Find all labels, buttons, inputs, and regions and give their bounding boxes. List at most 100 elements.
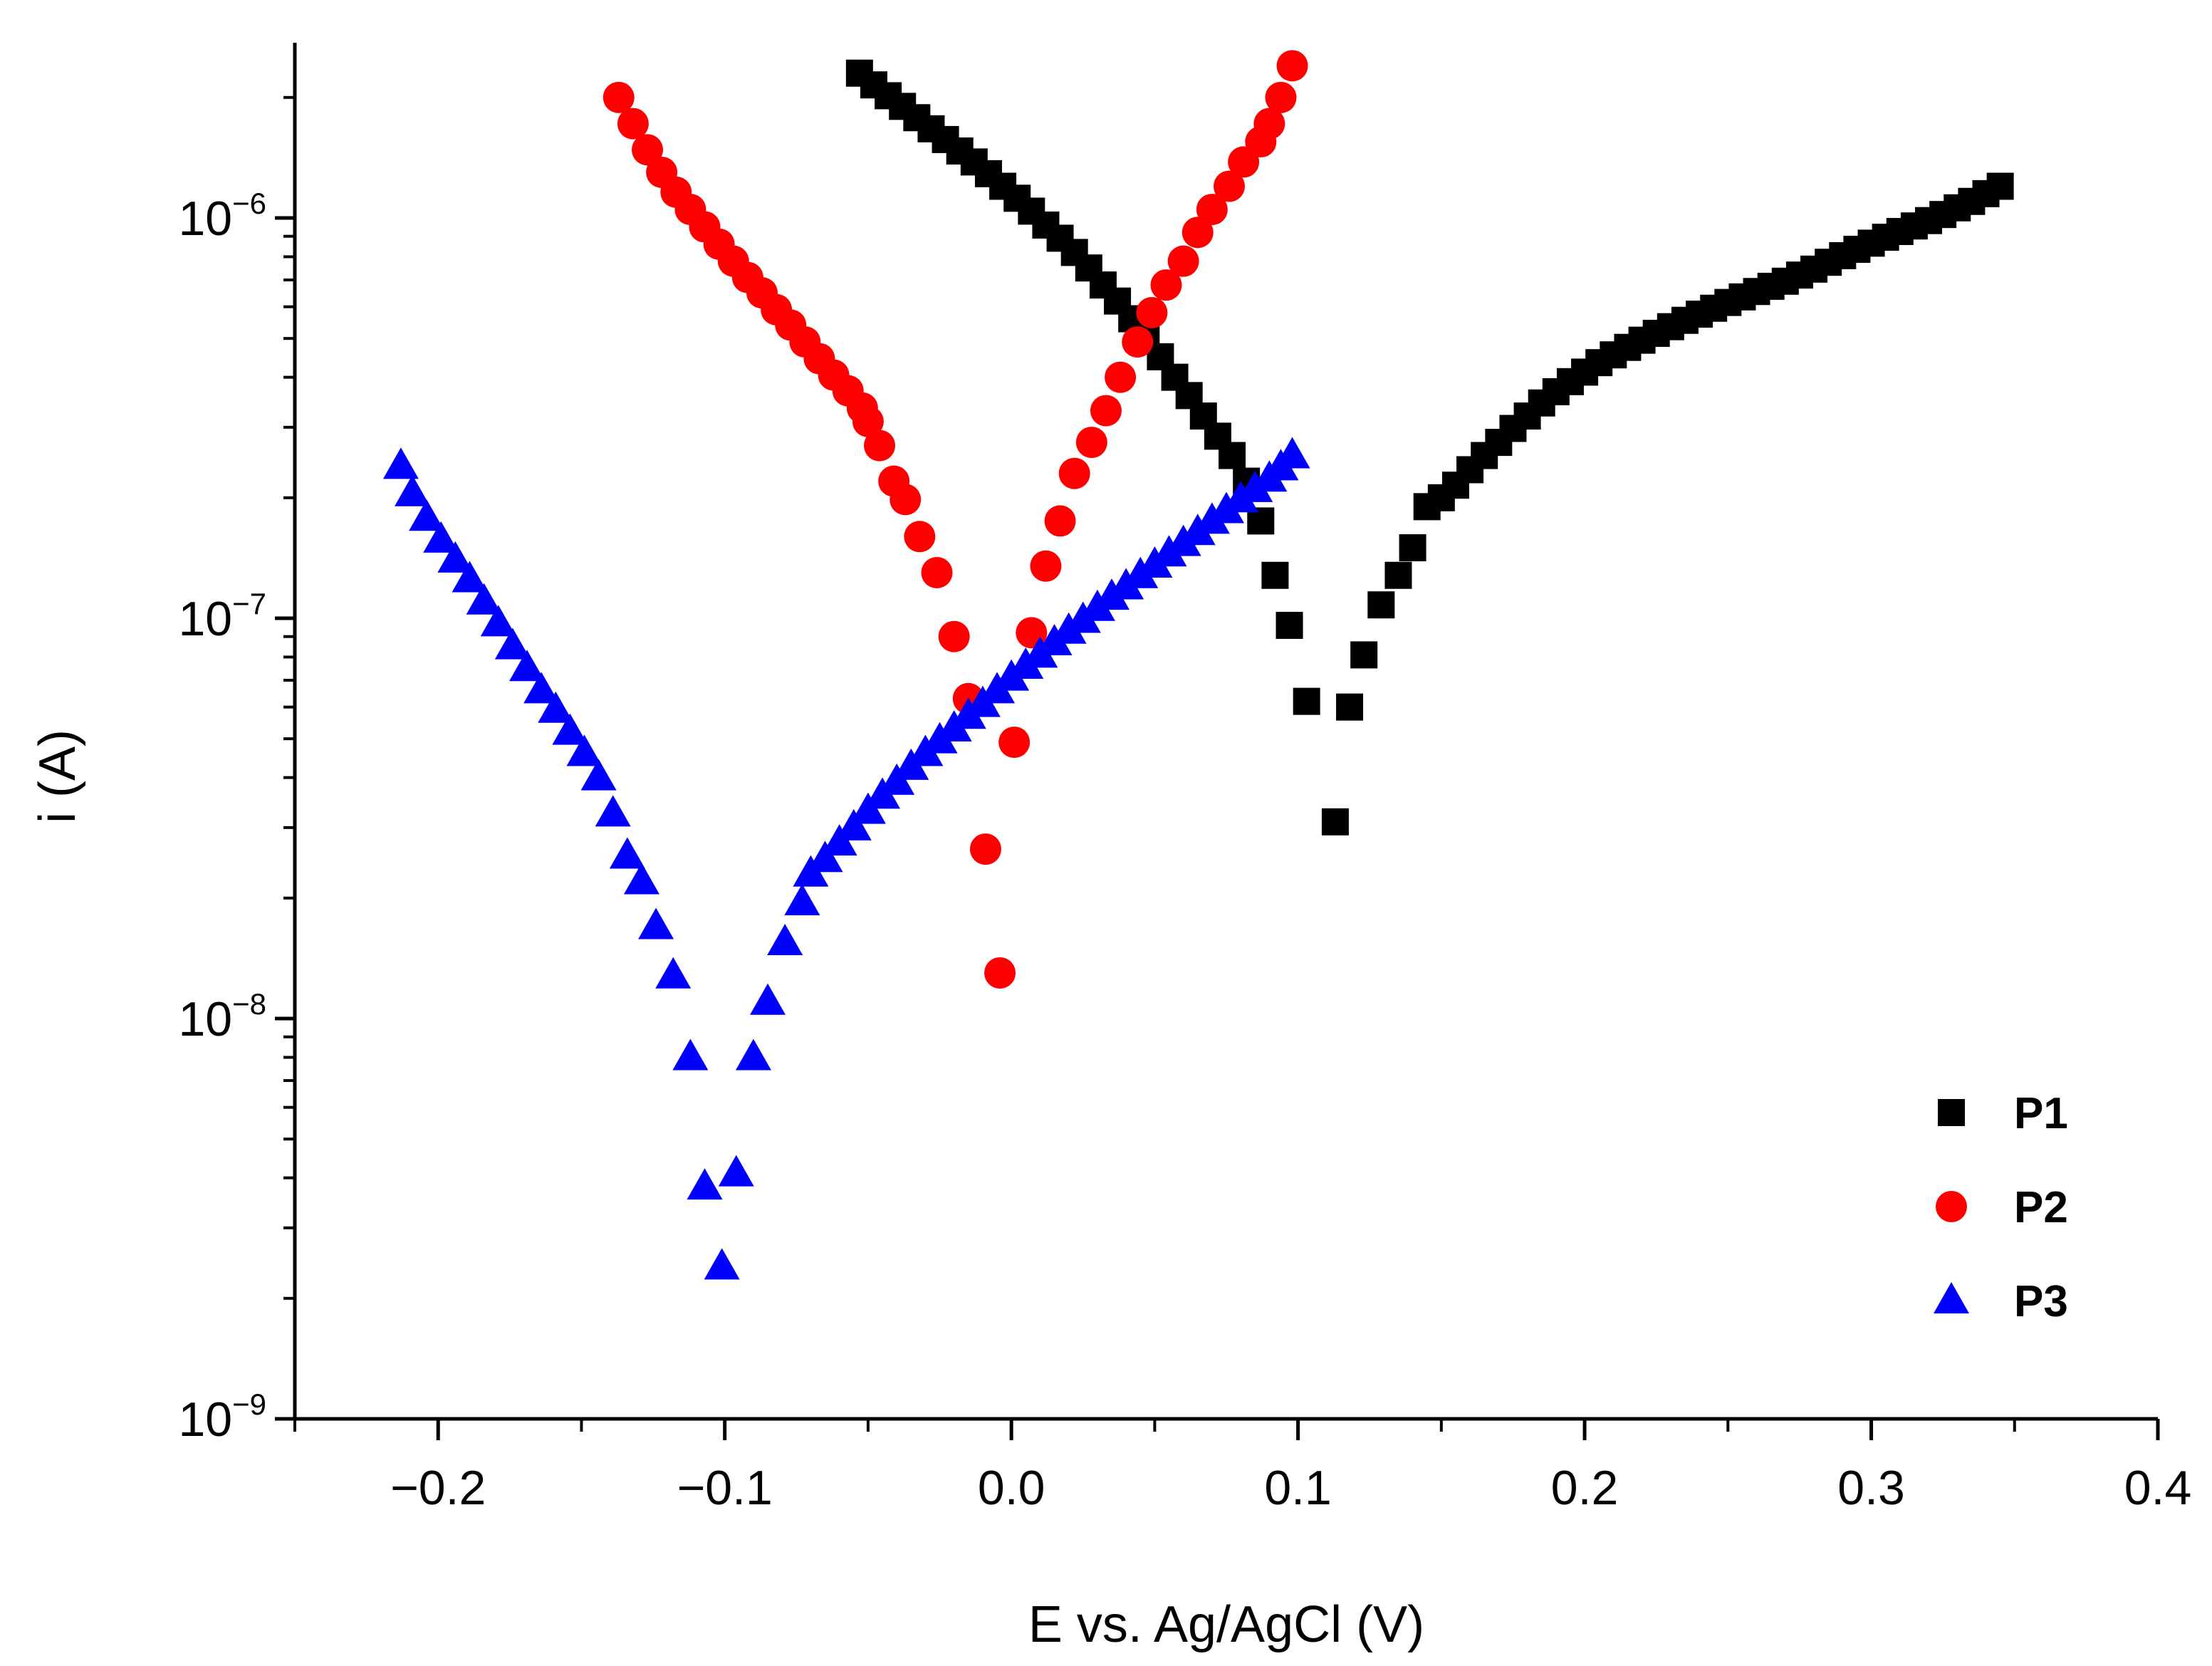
p3-point — [718, 1155, 754, 1187]
legend: P1 P2 P3 — [1934, 1089, 2068, 1326]
p3-point — [566, 734, 602, 766]
p2-point — [1090, 395, 1122, 427]
p3-point — [704, 1248, 740, 1280]
p3-point — [750, 983, 786, 1015]
p3-point — [466, 583, 502, 615]
p2-point — [1196, 194, 1228, 226]
p2-point — [1058, 457, 1090, 489]
p2-point — [969, 833, 1001, 865]
p3-point — [480, 605, 516, 637]
p3-point — [638, 907, 674, 939]
p3-point — [382, 447, 419, 479]
legend-p2-label: P2 — [2014, 1183, 2068, 1232]
p1-point — [1367, 591, 1395, 619]
x-tick-label: 0.1 — [1264, 1461, 1332, 1515]
y-tick-label: 10−8 — [178, 987, 266, 1046]
legend-p1-label: P1 — [2014, 1089, 2068, 1138]
p2-point — [938, 620, 970, 652]
p2-point — [921, 556, 953, 588]
p3-point — [835, 808, 872, 840]
p2-point — [1105, 361, 1137, 393]
legend-p3-marker — [1934, 1282, 1969, 1313]
p2-point — [1075, 427, 1107, 459]
p3-point — [767, 924, 803, 956]
p3-point — [452, 561, 488, 593]
y-tick-label: 10−7 — [178, 587, 266, 646]
y-major-ticks — [275, 216, 295, 1421]
p1-point — [1350, 641, 1378, 669]
plot-area: 10−9 10−8 10−7 10−6 −0.2 −0.1 0.0 0.1 0.2 0.3 0.4 — [178, 43, 2191, 1515]
p3-point — [784, 884, 820, 916]
p2-point — [1122, 326, 1154, 358]
p3-point — [523, 672, 560, 704]
p2-point — [1265, 81, 1297, 113]
x-major-ticks — [436, 1419, 2160, 1440]
p3-point — [494, 628, 531, 660]
p2-point — [632, 134, 664, 166]
p1-point — [1275, 611, 1303, 639]
p3-point — [672, 1038, 709, 1071]
x-axis-title: E vs. Ag/AgCl (V) — [1028, 1596, 1424, 1653]
p2-point — [602, 81, 635, 113]
p2-point — [904, 521, 936, 553]
p2-point — [890, 484, 922, 516]
legend-p1-marker — [1938, 1099, 1965, 1126]
p1-point — [1986, 172, 2014, 200]
y-minor-ticks — [283, 95, 295, 1300]
p3-point — [609, 837, 645, 869]
p3-point — [508, 650, 545, 682]
series-p2 — [602, 50, 1308, 989]
x-tick-label: −0.1 — [677, 1461, 773, 1515]
p2-point — [1253, 108, 1285, 140]
y-tick-label: 10−6 — [178, 187, 266, 246]
p1-point — [1336, 693, 1364, 721]
p1-point — [1399, 534, 1426, 562]
x-tick-labels: −0.2 −0.1 0.0 0.1 0.2 0.3 0.4 — [390, 1461, 2191, 1515]
x-tick-label: 0.3 — [1837, 1461, 1905, 1515]
p1-point — [1321, 808, 1349, 835]
p2-point — [1276, 50, 1308, 82]
p3-point — [423, 521, 459, 553]
x-tick-label: −0.2 — [390, 1461, 486, 1515]
p2-point — [864, 429, 896, 462]
p3-point — [623, 863, 659, 895]
p3-point — [395, 474, 431, 506]
p3-point — [687, 1168, 723, 1200]
p3-point — [552, 713, 588, 745]
p3-point — [1274, 437, 1310, 469]
p2-point — [1030, 550, 1062, 582]
y-axis-title: i (A) — [29, 729, 86, 823]
series-p3 — [382, 437, 1310, 1280]
p2-point — [1136, 296, 1168, 328]
y-tick-label: 10−9 — [178, 1388, 266, 1447]
y-tick-labels: 10−9 10−8 10−7 10−6 — [178, 187, 266, 1447]
p2-point — [1044, 505, 1076, 537]
p1-point — [1261, 561, 1289, 589]
x-tick-label: 0.4 — [2124, 1461, 2192, 1515]
p3-point — [580, 759, 617, 791]
p2-point — [617, 108, 649, 140]
p2-point — [852, 405, 884, 437]
legend-p3-label: P3 — [2014, 1277, 2068, 1326]
p2-point — [998, 727, 1031, 759]
p3-point — [409, 499, 445, 531]
p2-point — [1167, 245, 1199, 277]
series-p1 — [845, 59, 2014, 835]
p2-point — [1150, 269, 1182, 301]
p1-point — [1219, 442, 1246, 469]
p3-point — [437, 541, 474, 573]
p2-point — [984, 957, 1016, 989]
p2-point — [1181, 217, 1214, 249]
p3-point — [807, 840, 843, 873]
x-minor-ticks — [293, 1419, 2016, 1432]
p1-point — [1384, 561, 1412, 589]
p3-point — [595, 795, 631, 827]
p2-point — [1214, 170, 1246, 202]
p1-point — [1293, 687, 1320, 715]
p3-point — [655, 957, 692, 989]
p3-point — [735, 1038, 771, 1071]
p3-point — [538, 691, 574, 723]
legend-p2-marker — [1936, 1191, 1967, 1222]
x-tick-label: 0.0 — [978, 1461, 1045, 1515]
